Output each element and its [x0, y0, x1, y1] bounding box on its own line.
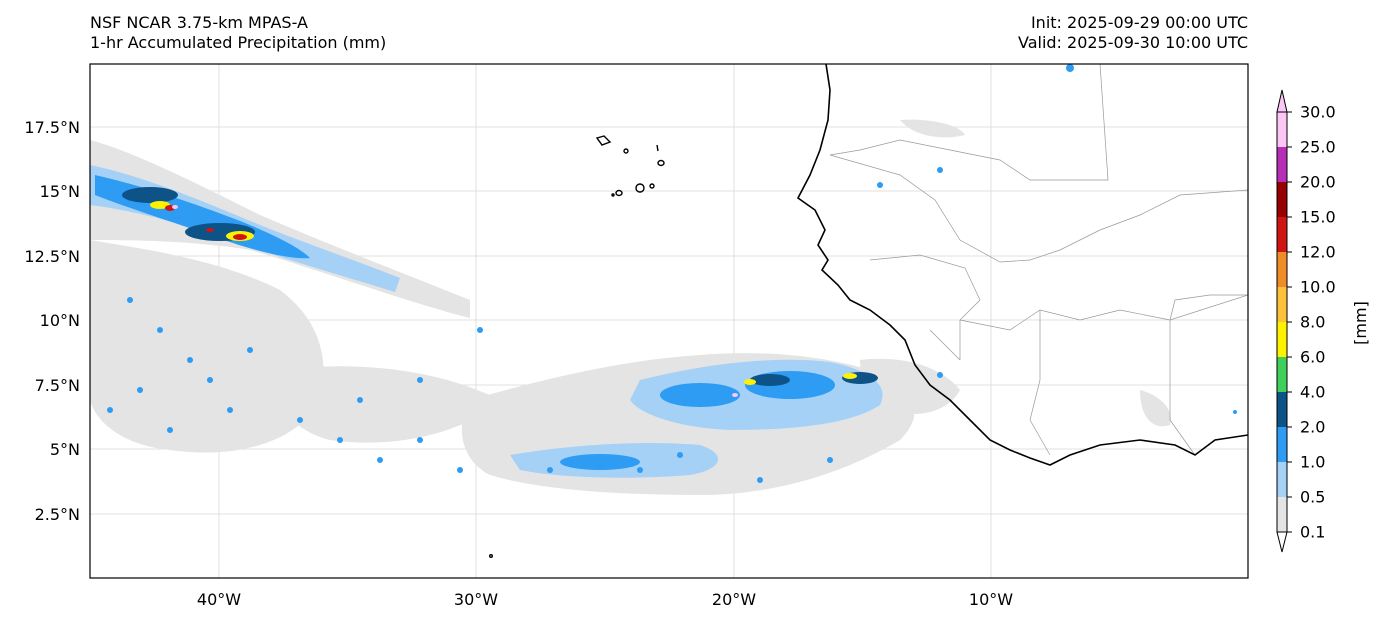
colorbar-segment: [1277, 287, 1287, 322]
model-title: NSF NCAR 3.75-km MPAS-A: [90, 13, 308, 32]
lat-tick-label: 10°N: [40, 311, 80, 330]
colorbar-level-label: 6.0: [1300, 348, 1325, 367]
title-left: NSF NCAR 3.75-km MPAS-A 1-hr Accumulated…: [90, 13, 386, 53]
colorbar-level-label: 20.0: [1300, 173, 1336, 192]
colorbar-level-label: 0.1: [1300, 523, 1325, 542]
country-borders: [829, 64, 1248, 456]
colorbar-segment: [1277, 497, 1287, 532]
cape-verde-islands: [489, 135, 665, 559]
lat-tick-label: 12.5°N: [24, 247, 80, 266]
coastline: [796, 64, 1248, 466]
colorbar-level-label: 0.5: [1300, 488, 1325, 507]
lat-tick-label: 2.5°N: [35, 505, 80, 524]
colorbar-unit-label: [mm]: [1351, 301, 1370, 345]
colorbar-segment: [1277, 217, 1287, 252]
colorbar-segment: [1277, 392, 1287, 427]
lon-tick-label: 30°W: [454, 590, 498, 609]
precip-cores-pink: [172, 205, 738, 397]
lat-tick-label: 15°N: [40, 182, 80, 201]
init-time: Init: 2025-09-29 00:00 UTC: [1030, 13, 1248, 32]
title-right: Init: 2025-09-29 00:00 UTC Valid: 2025-0…: [1018, 13, 1248, 53]
lon-tick-label: 10°W: [969, 590, 1013, 609]
colorbar-level-label: 1.0: [1300, 453, 1325, 472]
lat-tick-label: 5°N: [50, 440, 80, 459]
colorbar-segment: [1277, 357, 1287, 392]
colorbar-level-label: 4.0: [1300, 383, 1325, 402]
colorbar-segment: [1277, 182, 1287, 217]
colorbar-level-label: 15.0: [1300, 208, 1336, 227]
scattered-showers: [107, 64, 1237, 483]
valid-time: Valid: 2025-09-30 10:00 UTC: [1017, 33, 1248, 52]
colorbar-segment: [1277, 252, 1287, 287]
colorbar-level-label: 2.0: [1300, 418, 1325, 437]
colorbar-segment: [1277, 147, 1287, 182]
map-frame: [89, 63, 1249, 579]
lat-tick-label: 7.5°N: [35, 376, 80, 395]
lon-tick-label: 20°W: [712, 590, 756, 609]
colorbar-level-label: 12.0: [1300, 243, 1336, 262]
lat-axis: 17.5°N 15°N 12.5°N 10°N 7.5°N 5°N 2.5°N: [24, 118, 80, 524]
colorbar-segment: [1277, 112, 1287, 147]
lon-axis: 40°W 30°W 20°W 10°W: [197, 590, 1013, 609]
colorbar-segment: [1277, 462, 1287, 497]
lon-tick-label: 40°W: [197, 590, 241, 609]
colorbar-segment: [1277, 427, 1287, 462]
colorbar-segment: [1277, 322, 1287, 357]
colorbar-level-label: 10.0: [1300, 278, 1336, 297]
precip-intense: [122, 187, 878, 386]
colorbar: 0.1 0.5 1.0 2.0 4.0 6.0 8.0 10.0 12.0 15.0 20.0 25.…: [1276, 89, 1336, 553]
field-title: 1-hr Accumulated Precipitation (mm): [90, 33, 387, 52]
colorbar-level-label: 30.0: [1300, 103, 1336, 122]
colorbar-extend-min: [1276, 531, 1288, 553]
colorbar-extend-max: [1276, 89, 1288, 113]
colorbar-level-label: 25.0: [1300, 138, 1336, 157]
precip-cores-red: [165, 205, 247, 240]
colorbar-level-label: 8.0: [1300, 313, 1325, 332]
lat-tick-label: 17.5°N: [24, 118, 80, 137]
